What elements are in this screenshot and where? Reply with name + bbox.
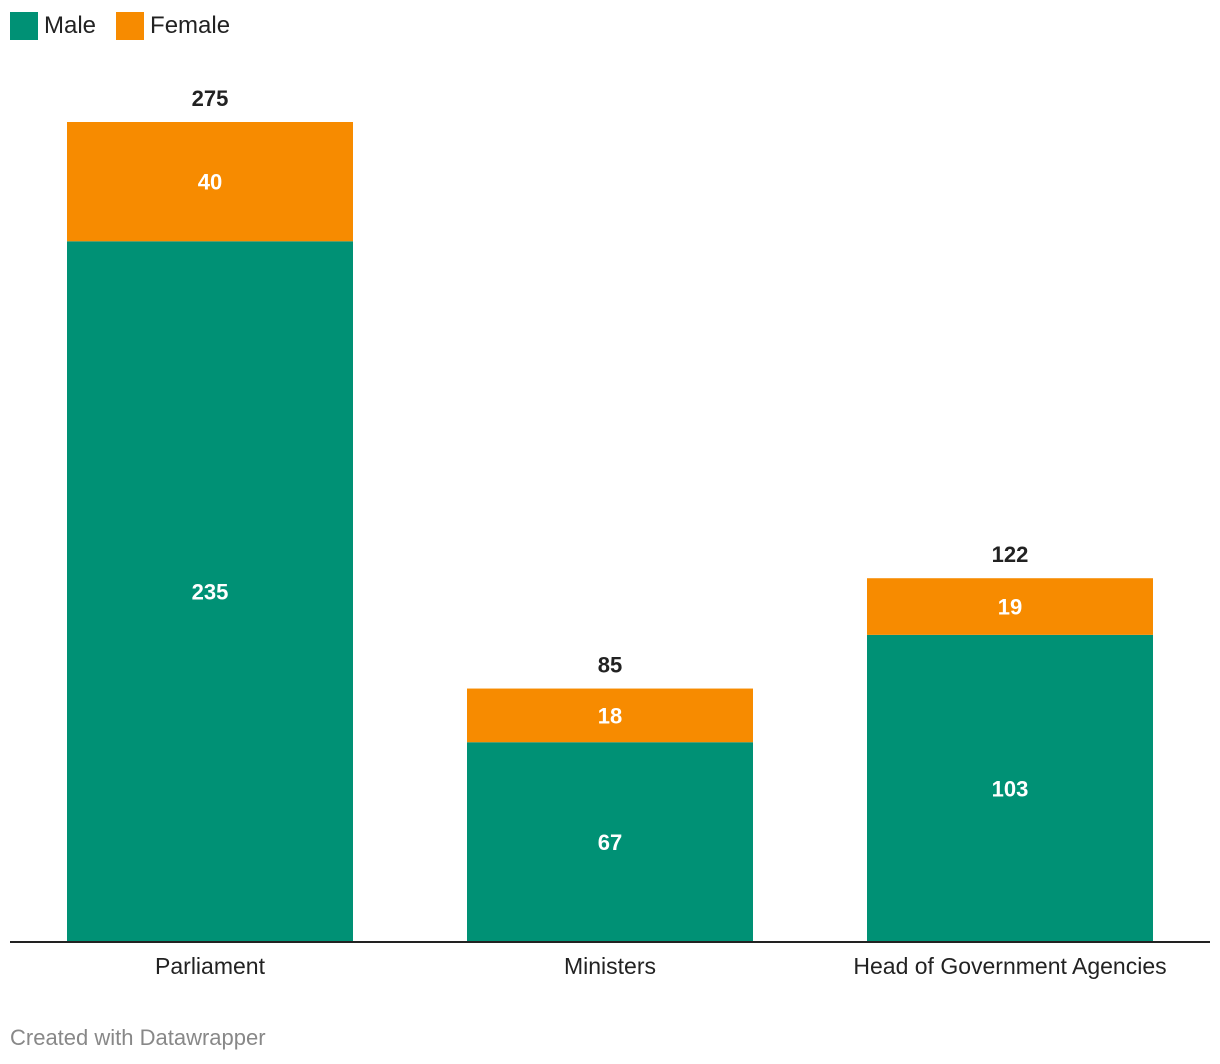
legend-swatch-female [116,12,145,40]
x-tick-label-0: Parliament [155,953,266,979]
data-label-male-0: 235 [192,580,229,605]
bar-female-2 [867,578,1153,635]
footer-credit: Created with Datawrapper [10,1025,266,1050]
bar-female-0 [67,122,353,242]
data-label-male-2: 103 [992,776,1029,801]
bar-female-1 [467,688,753,743]
x-tick-label-2: Head of Government Agencies [853,953,1166,979]
bar-male-1 [467,742,753,942]
total-label-0: 275 [192,86,229,111]
bar-male-2 [867,634,1153,942]
legend-item-male: Male [10,12,96,40]
stacked-bar-chart: 235 40 275 Parliament 67 18 85 Ministers 103 19 12… [10,86,1210,979]
legend: Male Female [10,12,250,40]
data-label-female-2: 19 [998,595,1022,620]
legend-item-female: Female [116,12,230,40]
legend-swatch-male [10,12,38,40]
data-label-female-0: 40 [198,170,222,195]
total-label-1: 85 [598,653,622,678]
data-label-female-1: 18 [598,703,622,728]
legend-label-female: Female [150,12,231,39]
data-label-male-1: 67 [598,830,622,855]
total-label-2: 122 [992,542,1029,567]
bar-male-0 [67,241,353,943]
legend-label-male: Male [44,12,97,39]
x-tick-label-1: Ministers [564,953,656,979]
